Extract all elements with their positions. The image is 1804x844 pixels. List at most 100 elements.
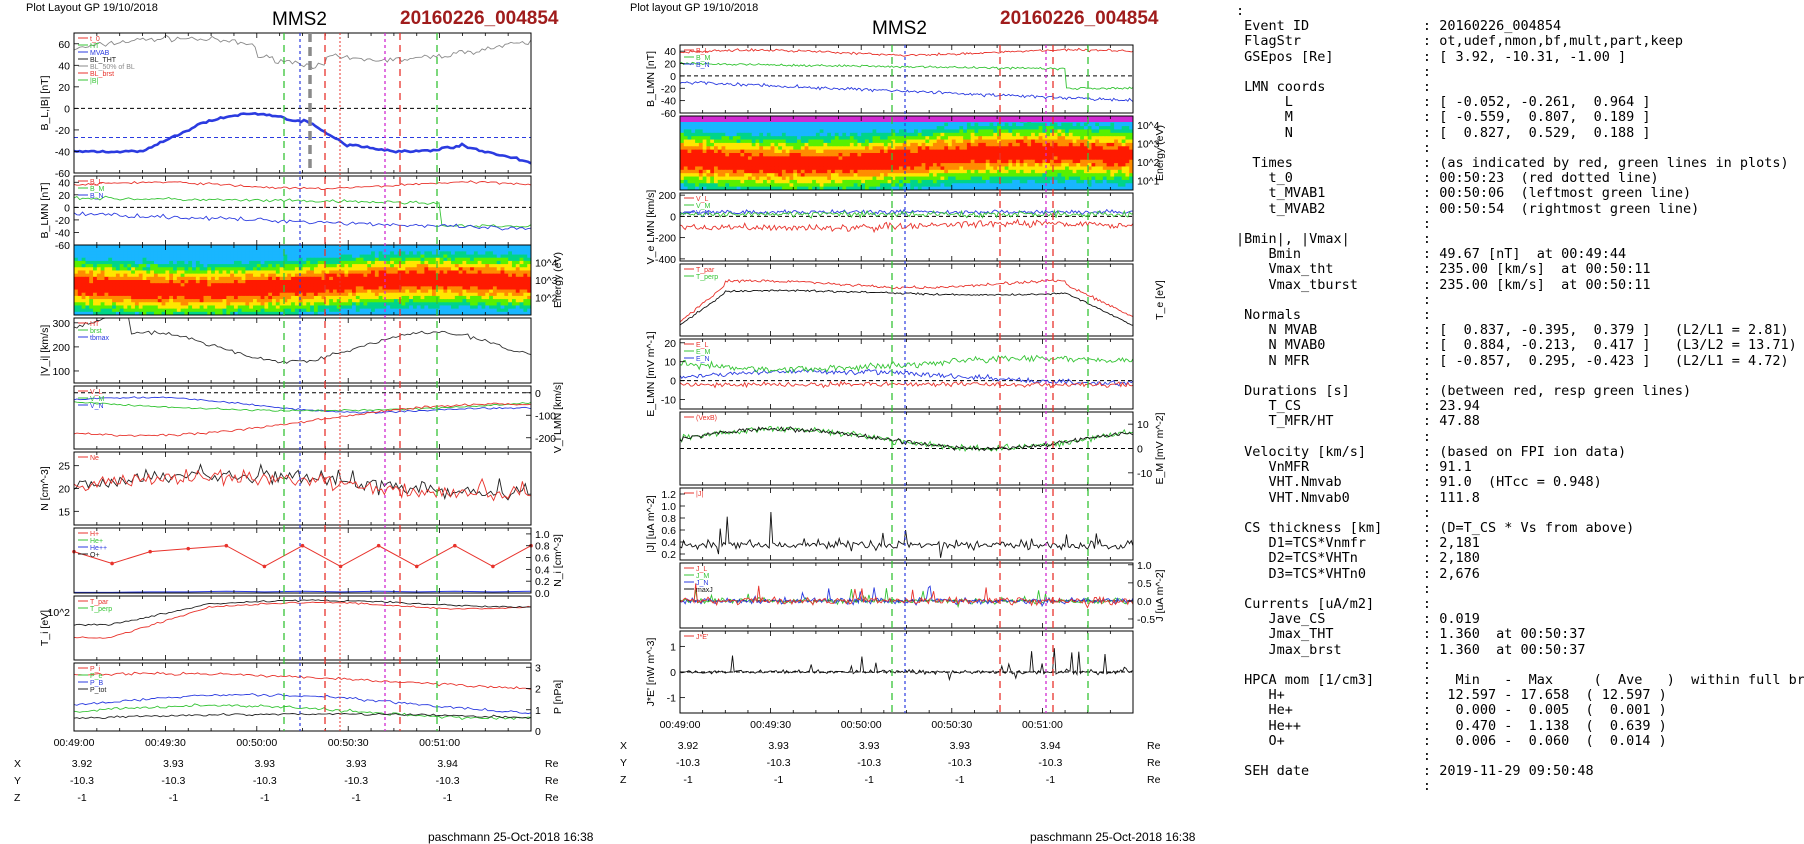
heatmap-cell: [501, 299, 505, 303]
heatmap-cell: [910, 133, 914, 137]
heatmap-cell: [257, 248, 261, 252]
heatmap-cell: [967, 140, 971, 144]
heatmap-cell: [1084, 150, 1088, 154]
heatmap-cell: [97, 286, 101, 290]
heatmap-cell: [253, 283, 257, 287]
heatmap-cell: [386, 280, 390, 284]
heatmap-cell: [1061, 146, 1065, 150]
heatmap-cell: [854, 143, 858, 147]
heatmap-cell: [112, 264, 116, 268]
heatmap-cell: [192, 267, 196, 271]
heatmap-cell: [688, 126, 692, 130]
heatmap-cell: [691, 146, 695, 150]
heatmap-cell: [421, 280, 425, 284]
heatmap-cell: [234, 290, 238, 294]
heatmap-cell: [918, 133, 922, 137]
heatmap-cell: [963, 150, 967, 154]
heatmap-cell: [971, 129, 975, 133]
heatmap-cell: [462, 245, 466, 249]
heatmap-cell: [108, 267, 112, 271]
heatmap-cell: [230, 305, 234, 309]
heatmap-cell: [127, 258, 131, 262]
heatmap-cell: [223, 261, 227, 265]
heatmap-cell: [831, 140, 835, 144]
heatmap-cell: [516, 299, 520, 303]
heatmap-cell: [684, 156, 688, 160]
heatmap-cell: [421, 261, 425, 265]
heatmap-cell: [752, 123, 756, 127]
heatmap-cell: [740, 150, 744, 154]
heatmap-cell: [508, 299, 512, 303]
heatmap-cell: [497, 245, 501, 249]
heatmap-cell: [873, 136, 877, 140]
heatmap-cell: [348, 290, 352, 294]
heatmap-cell: [982, 146, 986, 150]
heatmap-cell: [424, 267, 428, 271]
heatmap-cell: [192, 280, 196, 284]
heatmap-cell: [933, 140, 937, 144]
heatmap-cell: [1005, 123, 1009, 127]
heatmap-cell: [226, 251, 230, 255]
heatmap-cell: [714, 156, 718, 160]
heatmap-cell: [318, 283, 322, 287]
heatmap-cell: [925, 129, 929, 133]
heatmap-cell: [504, 277, 508, 281]
heatmap-cell: [684, 126, 688, 130]
heatmap-cell: [1091, 123, 1095, 127]
heatmap-cell: [805, 146, 809, 150]
heatmap-cell: [89, 309, 93, 313]
heatmap-cell: [466, 305, 470, 309]
heatmap-cell: [124, 286, 128, 290]
heatmap-cell: [234, 267, 238, 271]
heatmap-cell: [215, 258, 219, 262]
heatmap-cell: [394, 264, 398, 268]
heatmap-cell: [177, 296, 181, 300]
heatmap-cell: [816, 143, 820, 147]
heatmap-cell: [462, 277, 466, 281]
heatmap-cell: [162, 274, 166, 278]
heatmap-cell: [295, 280, 299, 284]
heatmap-cell: [725, 163, 729, 167]
heatmap-cell: [158, 267, 162, 271]
heatmap-cell: [356, 299, 360, 303]
heatmap-cell: [497, 261, 501, 265]
heatmap-cell: [356, 267, 360, 271]
heatmap-cell: [390, 270, 394, 274]
heatmap-cell: [1058, 150, 1062, 154]
heatmap-cell: [680, 143, 684, 147]
heatmap-cell: [272, 264, 276, 268]
heatmap-cell: [839, 160, 843, 164]
heatmap-cell: [447, 290, 451, 294]
heatmap-cell: [971, 140, 975, 144]
legend-entry: HT: [90, 321, 100, 328]
heatmap-cell: [986, 153, 990, 157]
heatmap-cell: [1065, 156, 1069, 160]
heatmap-cell: [101, 283, 105, 287]
series-B-magnitude: [74, 35, 531, 68]
heatmap-cell: [223, 283, 227, 287]
heatmap-cell: [207, 309, 211, 313]
heatmap-cell: [990, 140, 994, 144]
heatmap-cell: [162, 251, 166, 255]
orbit-value: -10.3: [344, 775, 368, 787]
heatmap-cell: [295, 290, 299, 294]
heatmap-cell: [139, 309, 143, 313]
heatmap-cell: [1001, 136, 1005, 140]
heatmap-cell: [752, 136, 756, 140]
heatmap-cell: [1073, 133, 1077, 137]
heatmap-cell: [223, 280, 227, 284]
heatmap-cell: [131, 290, 135, 294]
panel-frame: [74, 386, 531, 449]
heatmap-cell: [203, 277, 207, 281]
heatmap-cell: [684, 163, 688, 167]
heatmap-cell: [443, 258, 447, 262]
heatmap-cell: [508, 290, 512, 294]
heatmap-cell: [177, 258, 181, 262]
heatmap-cell: [481, 299, 485, 303]
heatmap-cell: [974, 150, 978, 154]
heatmap-cell: [861, 150, 865, 154]
heatmap-cell: [1107, 123, 1111, 127]
heatmap-cell: [990, 129, 994, 133]
heatmap-cell: [215, 267, 219, 271]
heatmap-cell: [816, 160, 820, 164]
